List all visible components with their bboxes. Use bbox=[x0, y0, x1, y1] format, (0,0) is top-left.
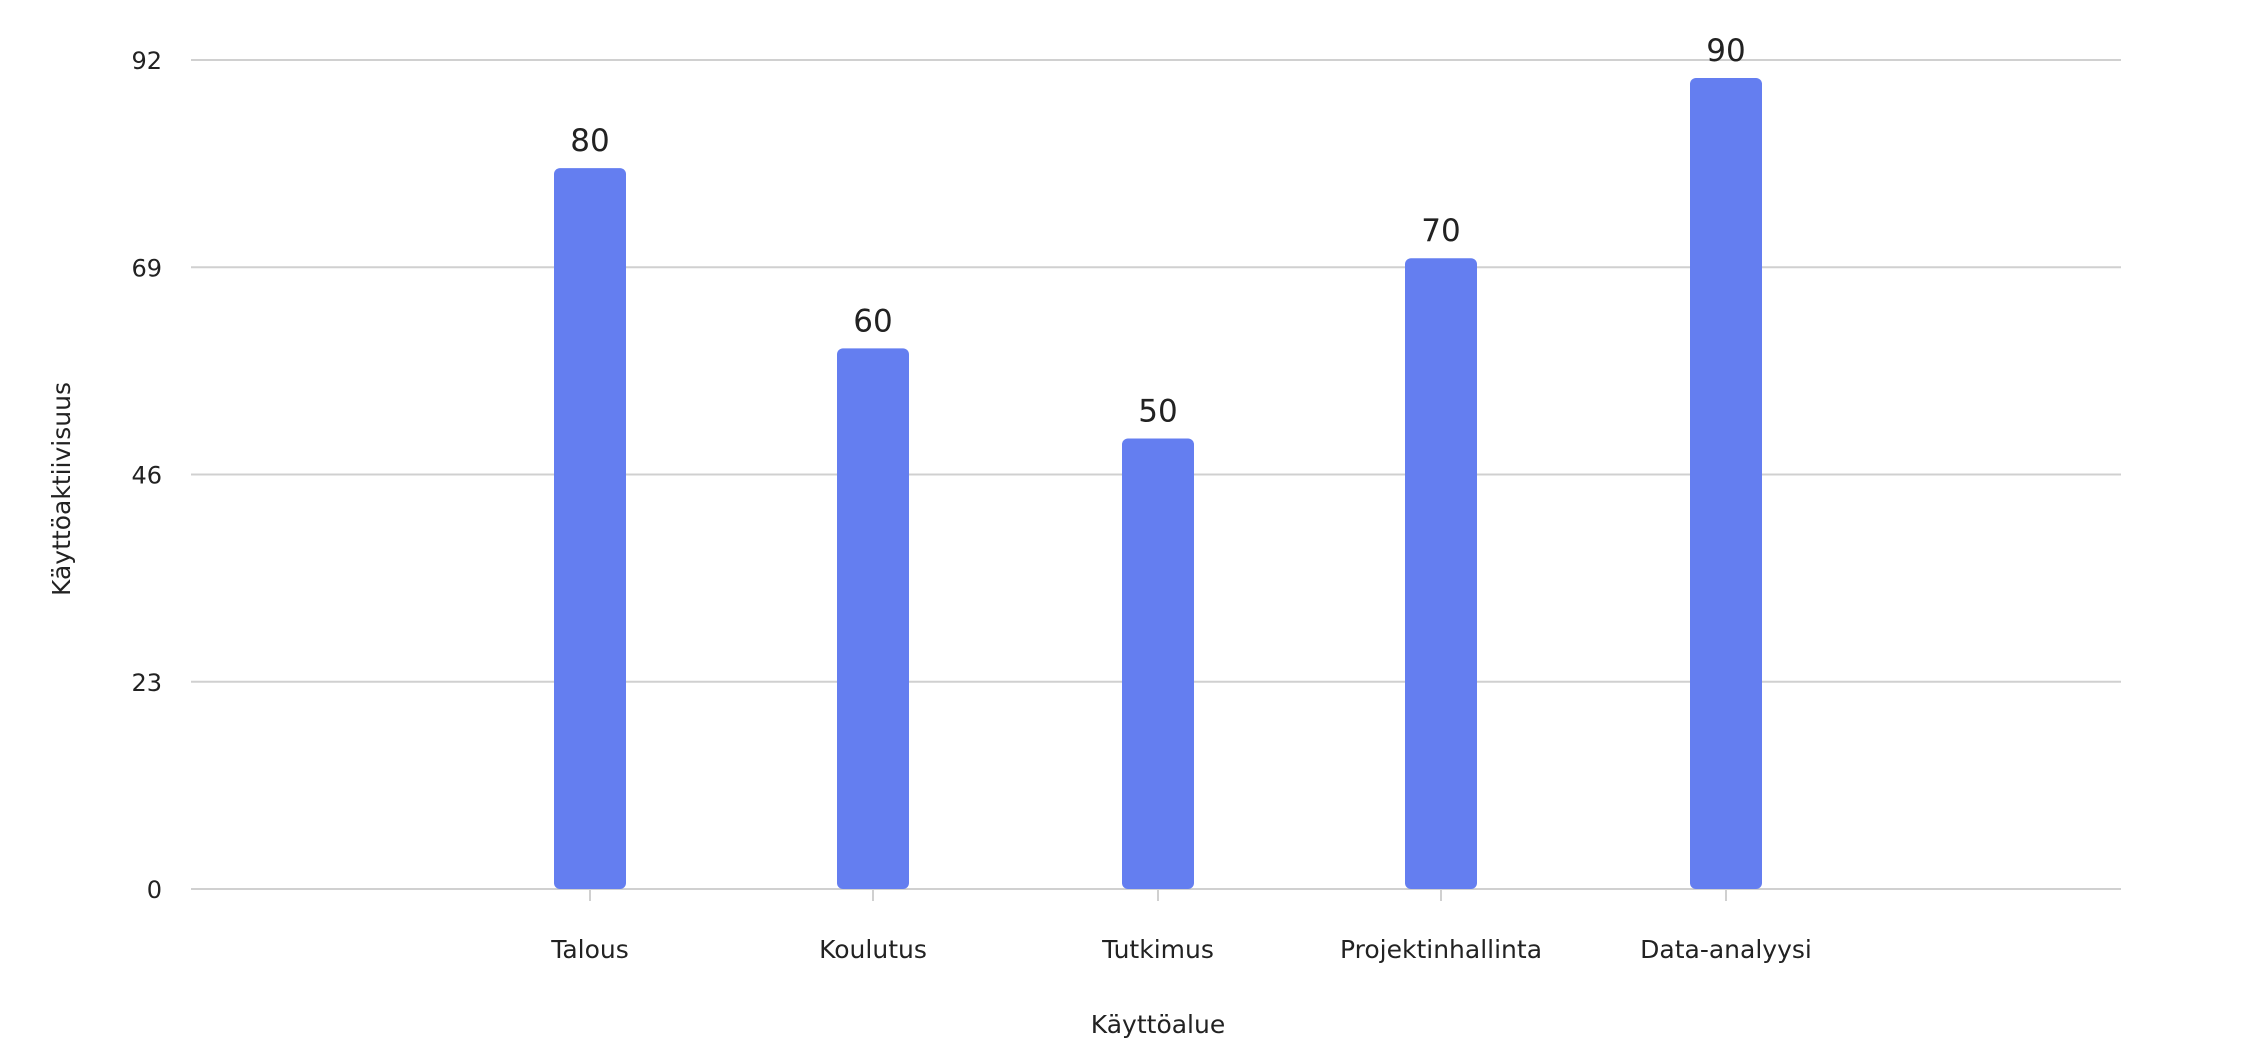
bars: 80 60 50 70 90 bbox=[554, 33, 1762, 890]
data-label: 50 bbox=[1138, 393, 1177, 429]
bar bbox=[554, 168, 626, 889]
y-tick-label: 69 bbox=[131, 254, 162, 282]
y-tick-label: 0 bbox=[147, 876, 162, 904]
x-tick-label: Koulutus bbox=[819, 935, 927, 964]
bar bbox=[1405, 258, 1477, 889]
x-tick-labels: Talous Koulutus Tutkimus Projektinhallinta D… bbox=[550, 889, 1812, 964]
y-tick-label: 23 bbox=[131, 669, 162, 697]
x-tick-label: Tutkimus bbox=[1101, 935, 1214, 964]
data-label: 90 bbox=[1706, 33, 1745, 69]
bar bbox=[1690, 78, 1762, 890]
x-tick-label: Projektinhallinta bbox=[1340, 935, 1542, 964]
y-tick-label: 92 bbox=[131, 47, 162, 75]
y-axis-title: Käyttöaktiivisuus bbox=[47, 382, 76, 596]
data-label: 60 bbox=[853, 303, 892, 339]
x-tick-label: Data-analyysi bbox=[1640, 935, 1812, 964]
data-label: 70 bbox=[1421, 213, 1460, 249]
x-axis-title: Käyttöalue bbox=[1091, 1010, 1225, 1039]
bar bbox=[1122, 438, 1194, 889]
y-tick-label: 46 bbox=[131, 462, 162, 490]
x-tick-label: Talous bbox=[550, 935, 629, 964]
data-label: 80 bbox=[570, 123, 609, 159]
y-tick-labels: 0 23 46 69 92 bbox=[131, 47, 162, 904]
bar bbox=[837, 348, 909, 889]
